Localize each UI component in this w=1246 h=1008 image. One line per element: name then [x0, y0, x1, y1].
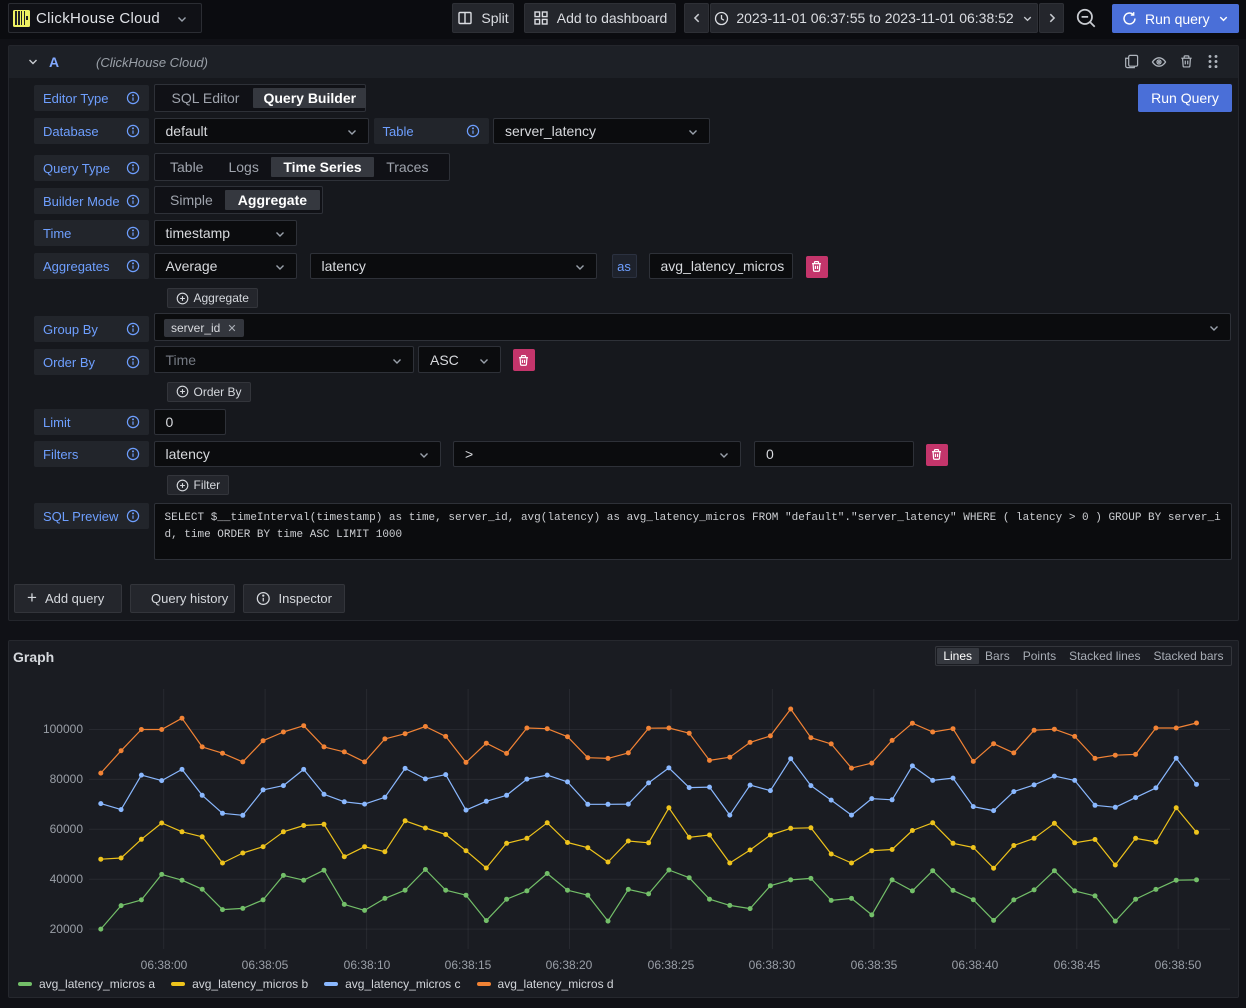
svg-text:100000: 100000 [43, 722, 83, 736]
svg-text:06:38:00: 06:38:00 [141, 958, 188, 972]
svg-text:06:38:25: 06:38:25 [648, 958, 695, 972]
svg-text:40000: 40000 [50, 872, 84, 886]
svg-text:06:38:45: 06:38:45 [1054, 958, 1101, 972]
svg-text:06:38:30: 06:38:30 [749, 958, 796, 972]
svg-text:06:38:10: 06:38:10 [344, 958, 391, 972]
svg-text:20000: 20000 [50, 922, 84, 936]
svg-text:06:38:50: 06:38:50 [1155, 958, 1202, 972]
svg-text:06:38:35: 06:38:35 [851, 958, 898, 972]
svg-text:06:38:20: 06:38:20 [546, 958, 593, 972]
svg-text:06:38:15: 06:38:15 [445, 958, 492, 972]
svg-text:60000: 60000 [50, 822, 84, 836]
svg-text:06:38:05: 06:38:05 [242, 958, 289, 972]
svg-text:06:38:40: 06:38:40 [952, 958, 999, 972]
svg-text:80000: 80000 [50, 772, 84, 786]
